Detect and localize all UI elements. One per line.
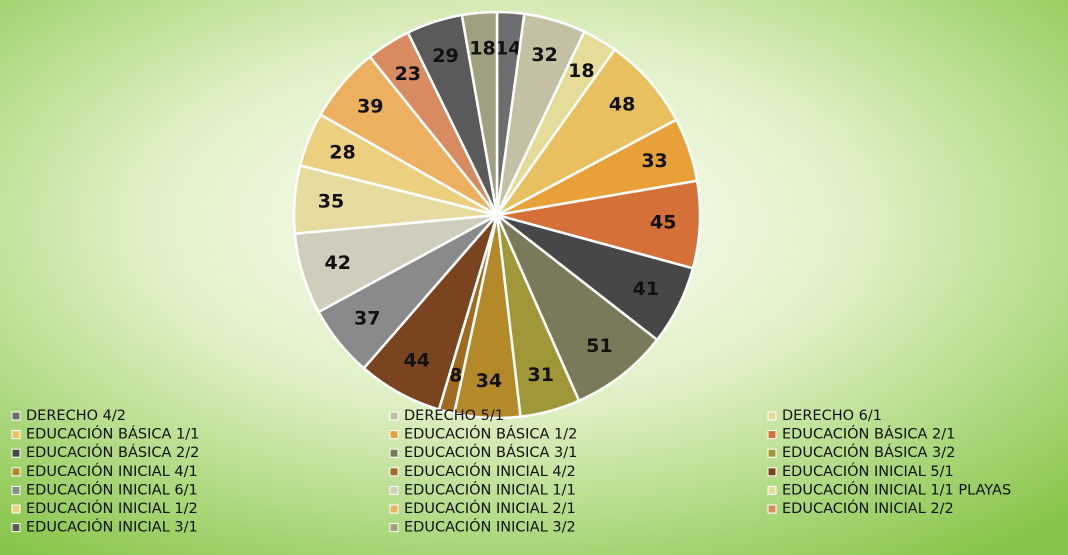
legend-marker — [11, 411, 21, 421]
legend-marker — [11, 523, 21, 533]
data-label: 41 — [633, 278, 659, 300]
legend-marker — [389, 430, 399, 440]
data-label: 45 — [650, 212, 676, 234]
legend-marker — [389, 523, 399, 533]
legend-label: EDUCACIÓN BÁSICA 1/2 — [404, 425, 577, 443]
legend-label: EDUCACIÓN INICIAL 1/1 PLAYAS — [782, 480, 1011, 498]
legend-marker — [767, 467, 777, 477]
data-label: 44 — [404, 349, 430, 371]
legend-label: EDUCACIÓN BÁSICA 3/2 — [782, 443, 955, 461]
legend-marker — [389, 467, 399, 477]
data-label: 35 — [318, 191, 344, 213]
legend-marker — [11, 448, 21, 458]
data-label: 34 — [476, 370, 502, 392]
data-label: 42 — [324, 252, 350, 274]
legend-label: EDUCACIÓN INICIAL 2/1 — [404, 499, 576, 517]
data-label: 29 — [432, 45, 458, 67]
data-label: 23 — [395, 63, 421, 85]
legend-marker — [767, 504, 777, 514]
legend-label: EDUCACIÓN INICIAL 3/2 — [404, 518, 576, 536]
legend-label: EDUCACIÓN INICIAL 1/1 — [404, 480, 576, 498]
legend-marker — [767, 448, 777, 458]
legend-marker — [11, 430, 21, 440]
legend-label: EDUCACIÓN INICIAL 3/1 — [26, 518, 198, 536]
legend-label: EDUCACIÓN BÁSICA 2/1 — [782, 425, 955, 443]
pie-slice — [495, 214, 659, 403]
legend-label: EDUCACIÓN INICIAL 1/2 — [26, 499, 198, 517]
pie-slice — [460, 10, 499, 216]
legend-label: EDUCACIÓN INICIAL 4/2 — [404, 462, 576, 480]
data-label: 39 — [357, 96, 383, 118]
data-label: 48 — [609, 94, 635, 116]
legend-marker — [767, 430, 777, 440]
data-label: 18 — [568, 60, 594, 82]
data-label: 8 — [449, 365, 462, 387]
legend-label: DERECHO 6/1 — [782, 408, 882, 424]
legend-label: EDUCACIÓN BÁSICA 2/2 — [26, 443, 199, 461]
legend-label: EDUCACIÓN INICIAL 4/1 — [26, 462, 198, 480]
legend-marker — [389, 485, 399, 495]
data-label: 14 — [495, 37, 521, 59]
legend-label: DERECHO 4/2 — [26, 408, 126, 424]
data-label: 51 — [586, 335, 612, 357]
data-label: 28 — [329, 141, 355, 163]
legend-marker — [11, 504, 21, 514]
legend-label: DERECHO 5/1 — [404, 408, 504, 424]
legend-marker — [389, 411, 399, 421]
legend-label: EDUCACIÓN BÁSICA 3/1 — [404, 443, 577, 461]
legend-label: EDUCACIÓN BÁSICA 1/1 — [26, 425, 199, 443]
legend-label: EDUCACIÓN INICIAL 5/1 — [782, 462, 954, 480]
legend-label: EDUCACIÓN INICIAL 2/2 — [782, 499, 954, 517]
legend-label: EDUCACIÓN INICIAL 6/1 — [26, 480, 198, 498]
data-label: 37 — [354, 308, 380, 330]
legend-marker — [389, 448, 399, 458]
legend-marker — [767, 485, 777, 495]
data-label: 32 — [531, 44, 557, 66]
data-label: 31 — [528, 364, 554, 386]
legend-marker — [11, 485, 21, 495]
legend-marker — [767, 411, 777, 421]
data-label: 33 — [641, 150, 667, 172]
legend-marker — [11, 467, 21, 477]
data-label: 18 — [469, 38, 495, 60]
legend-marker — [389, 504, 399, 514]
